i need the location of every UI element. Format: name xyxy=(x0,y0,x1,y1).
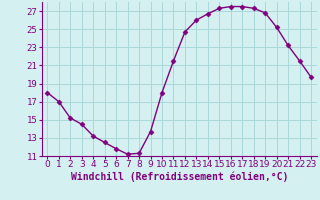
X-axis label: Windchill (Refroidissement éolien,°C): Windchill (Refroidissement éolien,°C) xyxy=(70,172,288,182)
